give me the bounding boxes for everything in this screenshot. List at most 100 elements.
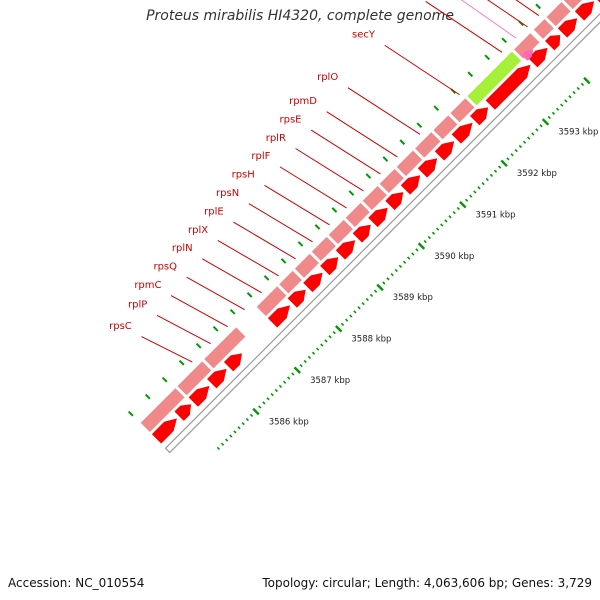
outer-tick <box>382 156 389 162</box>
minor-tick <box>311 351 316 355</box>
minor-tick <box>485 177 489 182</box>
cds-dark-1 <box>173 403 193 422</box>
cds-light-3 <box>255 284 288 318</box>
minor-tick <box>245 417 249 422</box>
outer-tick <box>484 54 491 61</box>
minor-tick <box>233 430 237 434</box>
label-leader <box>295 148 364 192</box>
backbone <box>164 12 600 454</box>
minor-tick <box>448 215 452 219</box>
minor-tick <box>344 318 349 322</box>
minor-tick <box>349 314 353 318</box>
major-tick <box>541 118 550 126</box>
outer-tick <box>314 224 321 230</box>
minor-tick <box>361 302 365 306</box>
label-leader <box>233 221 296 260</box>
minor-tick <box>328 335 332 339</box>
minor-tick <box>580 82 585 87</box>
minor-tick <box>489 173 494 178</box>
minor-tick <box>431 231 436 235</box>
minor-tick <box>576 86 580 91</box>
cds-dark-16 <box>450 121 474 145</box>
minor-tick <box>241 421 245 426</box>
minor-tick <box>394 268 398 273</box>
cds-dark-10 <box>351 223 372 244</box>
minor-tick <box>324 339 328 343</box>
minor-tick <box>436 227 440 231</box>
cds-light-0 <box>139 386 187 434</box>
minor-tick <box>522 140 527 144</box>
minor-tick <box>456 206 460 211</box>
minor-tick <box>493 169 498 173</box>
minor-tick <box>340 322 345 326</box>
tick-label: 3591 kbp <box>476 210 516 220</box>
backbone-line <box>164 12 600 454</box>
label-leader <box>201 258 262 294</box>
gene-labels: rpsC rplP rpmC rpsQ rplN rplX rplE rpsN rpsH rplF… <box>109 0 540 363</box>
minor-tick <box>262 401 266 405</box>
minor-tick <box>444 219 448 223</box>
minor-tick <box>464 198 469 202</box>
cds-dark-4 <box>222 352 243 373</box>
minor-tick <box>258 405 262 409</box>
cds-light-18 <box>562 0 584 11</box>
gene-label-rplP: rplP <box>128 300 147 311</box>
outer-tick <box>297 241 304 247</box>
cds-dark-19 <box>526 46 549 69</box>
minor-tick <box>353 310 357 314</box>
gene-label-rpsQ: rpsQ <box>153 262 177 273</box>
gene-label-rpsH: rpsH <box>232 170 255 181</box>
cds-dark-20 <box>543 34 562 52</box>
cds-dark-8 <box>319 256 340 277</box>
minor-tick <box>332 330 336 335</box>
scale-ticks: 3586 kbp 3587 kbp 3588 kbp 3589 kbp 3590 kbp… <box>127 3 600 451</box>
cds-light-4 <box>277 269 304 295</box>
minor-tick <box>568 95 572 99</box>
label-leader <box>515 0 540 16</box>
minor-tick <box>506 157 510 161</box>
cds-dark-14 <box>416 157 439 179</box>
minor-tick <box>514 148 518 153</box>
minor-tick <box>390 273 394 277</box>
minor-tick <box>415 248 419 252</box>
accession-label: Accession: NC_010554 <box>8 576 145 590</box>
cds-dark-0 <box>150 417 179 445</box>
cds-dark-21 <box>556 17 579 39</box>
label-leader <box>326 111 398 158</box>
minor-tick <box>382 281 386 285</box>
minor-tick <box>249 413 254 417</box>
cds-dark-7 <box>302 271 324 294</box>
tick-label: 3589 kbp <box>393 293 433 303</box>
label-leader <box>156 314 211 345</box>
minor-tick <box>299 364 303 368</box>
minor-tick <box>477 186 481 190</box>
cds-dark-23 <box>596 0 600 4</box>
outer-tick <box>195 342 202 349</box>
label-leader <box>141 336 193 363</box>
label-leader <box>487 0 528 28</box>
minor-tick <box>229 434 233 438</box>
label-leader <box>170 295 228 328</box>
tick-label: 3587 kbp <box>310 376 350 386</box>
outer-tick <box>365 173 372 179</box>
minor-tick <box>216 446 221 451</box>
gene-label-rpsE: rpsE <box>280 115 302 126</box>
minor-tick <box>547 115 551 120</box>
gene-label-rplX: rplX <box>188 225 208 236</box>
outer-tick <box>144 393 151 400</box>
label-leader <box>279 166 347 209</box>
label-leader <box>217 239 279 277</box>
minor-tick <box>237 426 241 430</box>
gene-label-rplO: rplO <box>317 72 338 83</box>
cds-dark-2 <box>187 384 211 408</box>
minor-tick <box>402 260 407 264</box>
label-leader <box>186 276 245 311</box>
cds-dark-3 <box>205 367 228 390</box>
cds-light-11 <box>395 149 424 178</box>
minor-tick <box>527 136 531 140</box>
outer-tick <box>501 37 507 44</box>
cds-light-8 <box>344 201 372 229</box>
genome-summary: Topology: circular; Length: 4,063,606 bp… <box>262 576 592 590</box>
cds-dark-13 <box>399 174 422 196</box>
